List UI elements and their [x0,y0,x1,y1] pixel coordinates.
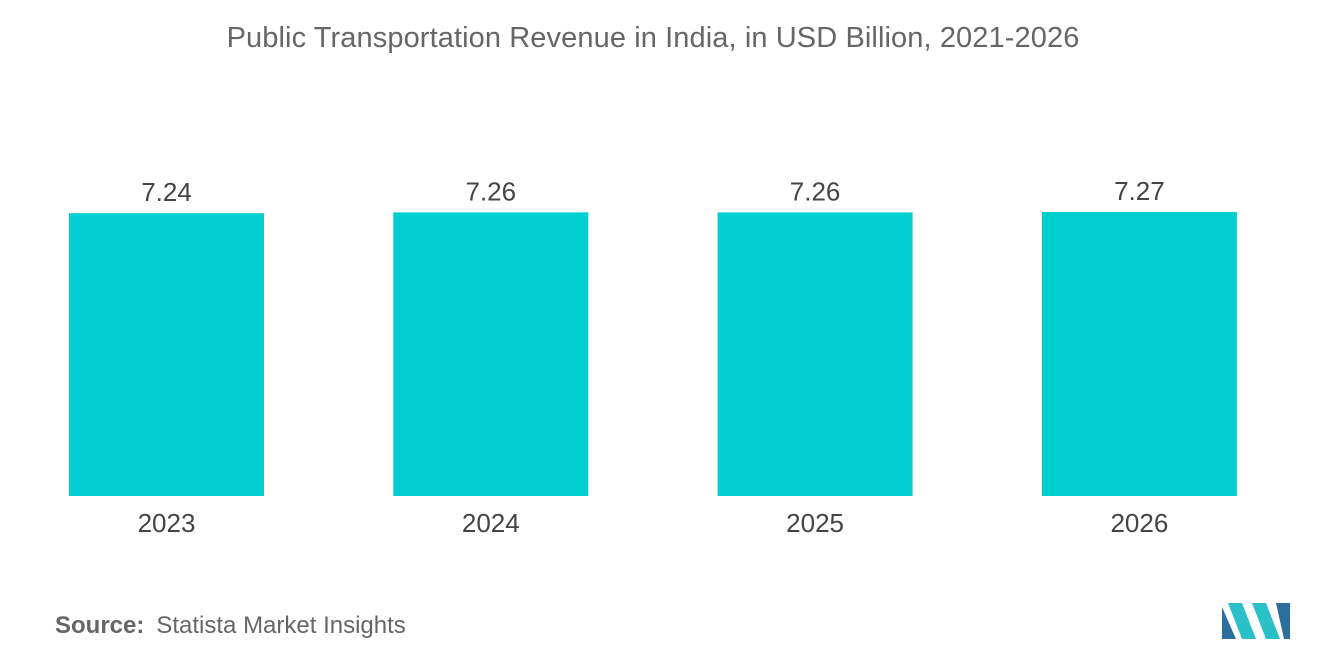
value-label-2024: 7.26 [465,176,516,206]
source-text: Statista Market Insights [156,612,406,639]
bar-2025 [717,212,913,497]
category-label-2026: 2026 [1110,508,1168,538]
bar-2024 [393,212,589,497]
bar-2023 [69,213,264,496]
category-label-2024: 2024 [462,508,520,538]
category-label-2023: 2023 [138,508,196,538]
value-label-2023: 7.24 [141,177,192,207]
value-label-2026: 7.27 [1114,176,1165,206]
chart-title: Public Transportation Revenue in India, … [226,22,1080,54]
source-label: Source: [55,612,145,639]
value-label-2025: 7.26 [790,176,841,206]
source-line: Source: Statista Market Insights [55,612,406,640]
mordor-logo-icon [1222,603,1290,639]
category-label-2025: 2025 [786,508,844,538]
bar-2026 [1041,212,1237,496]
